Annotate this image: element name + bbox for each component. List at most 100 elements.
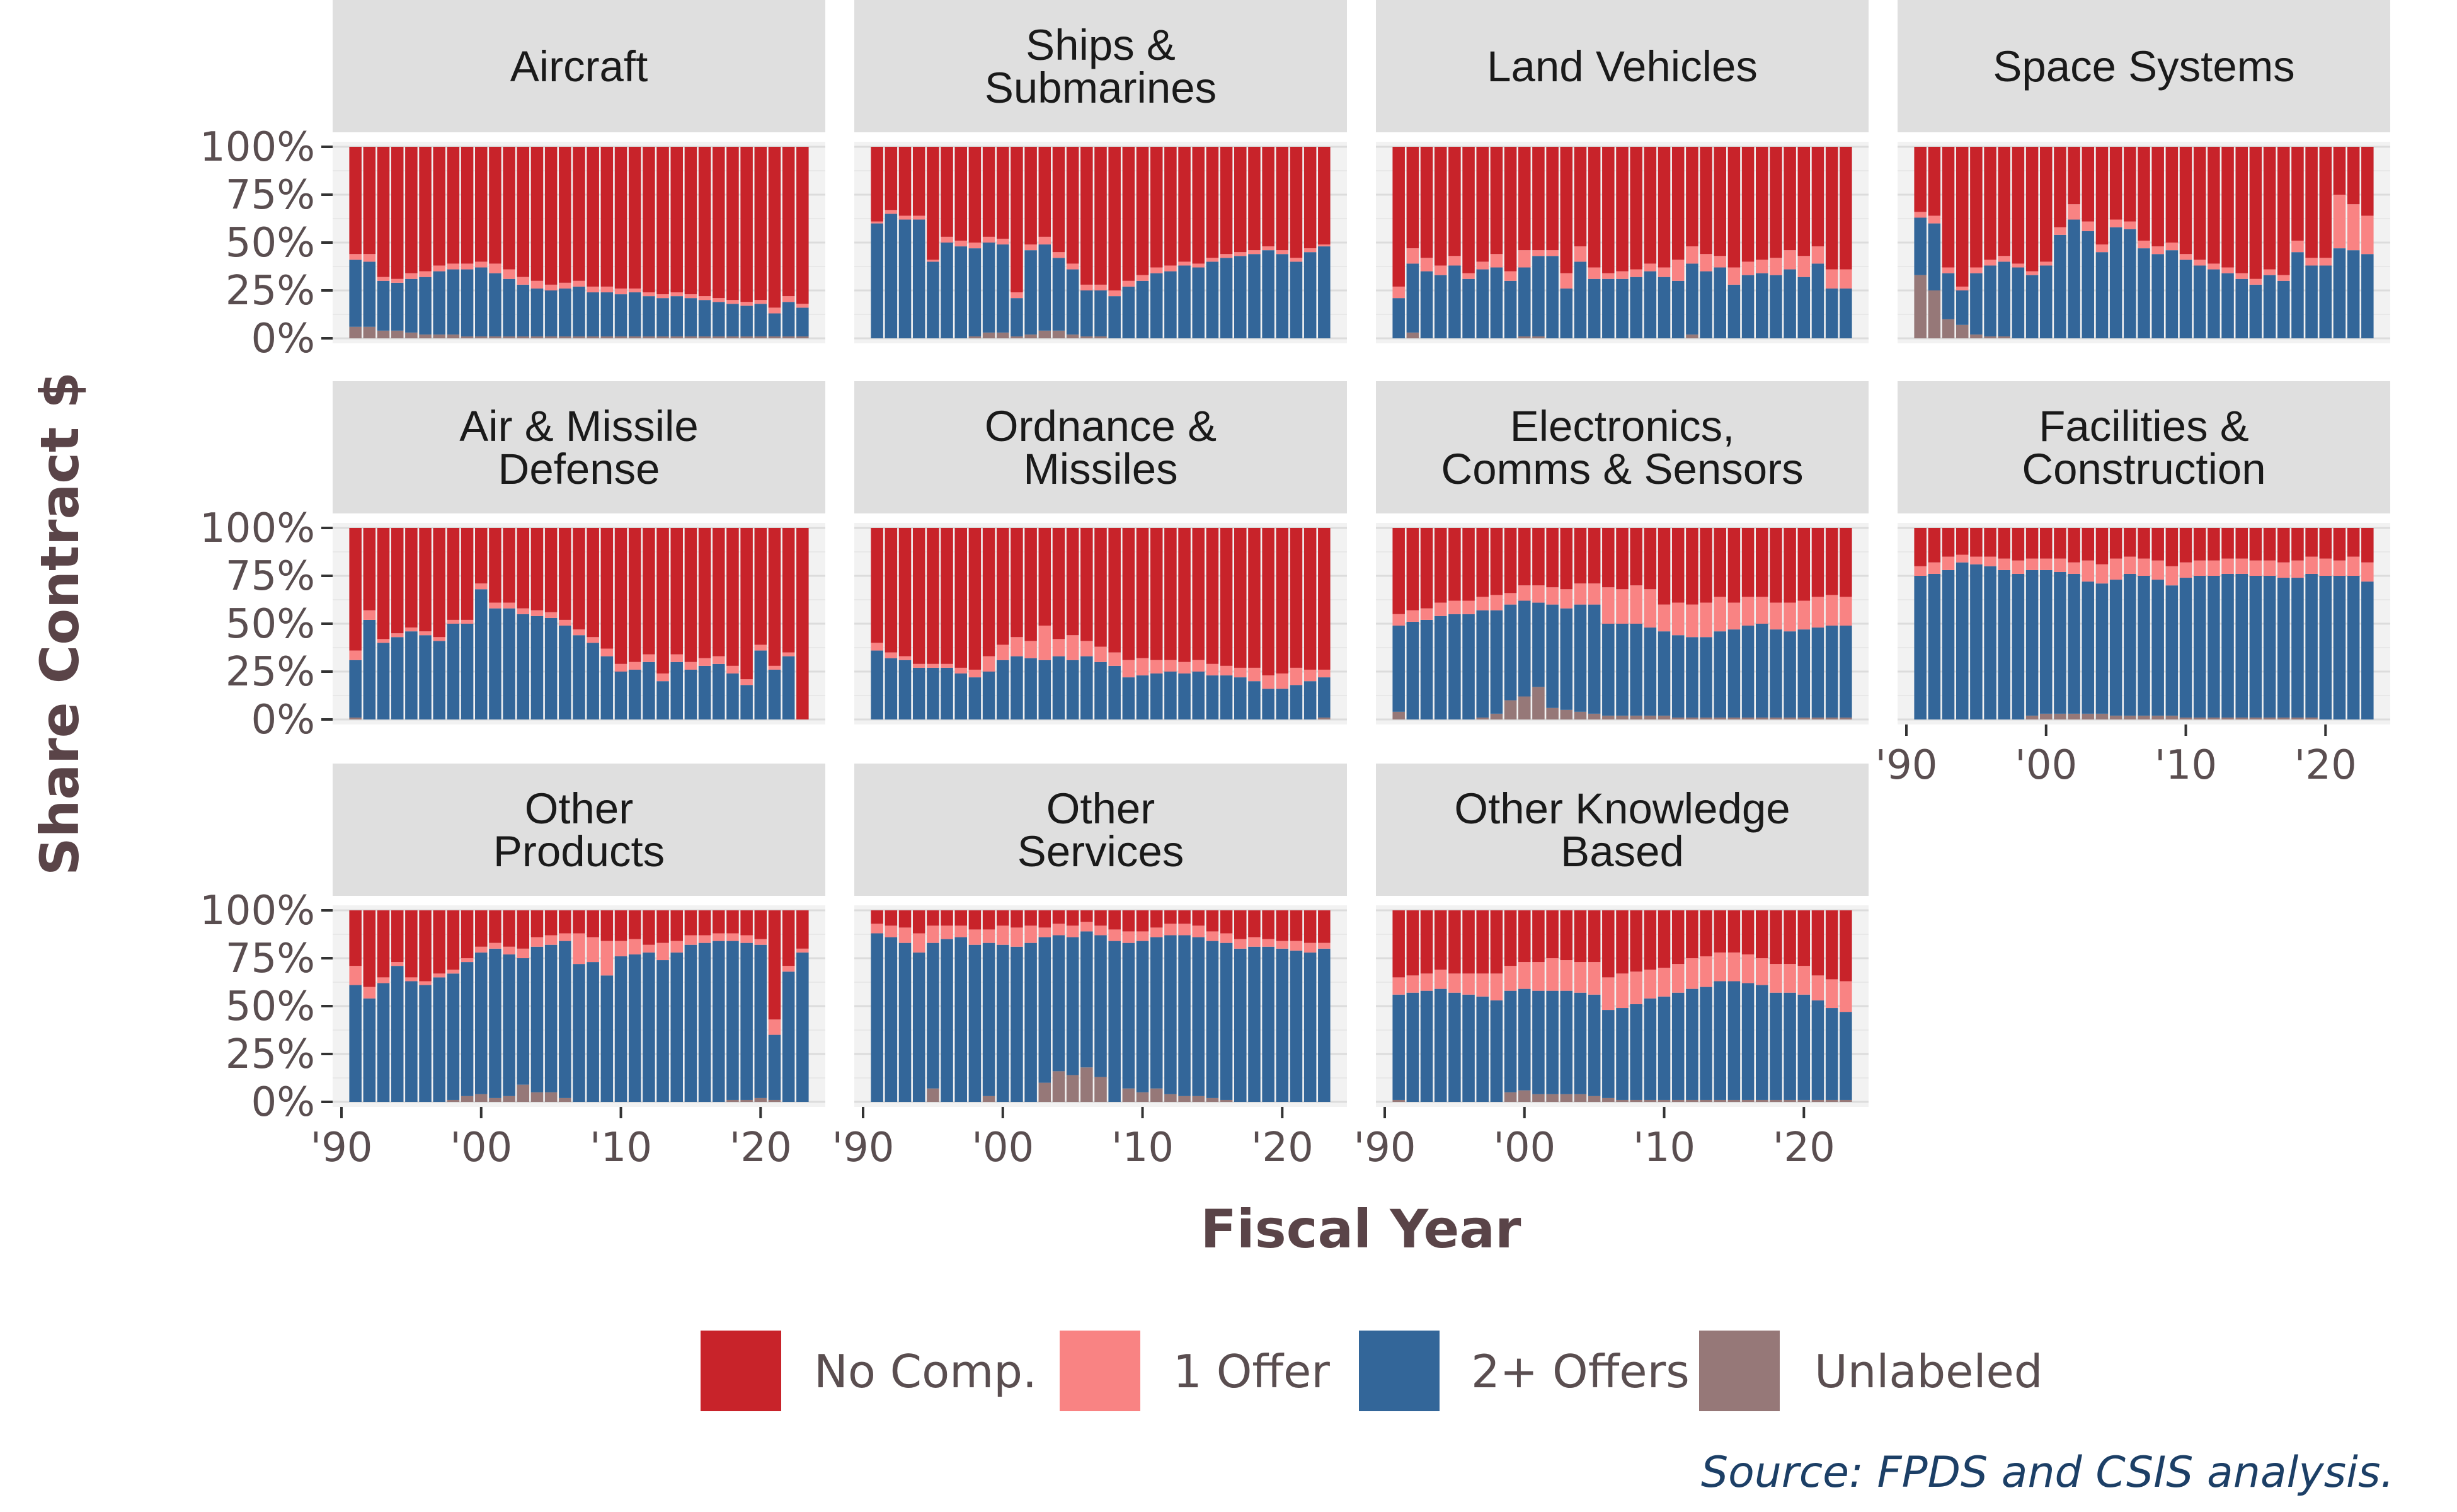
bar-1-offer xyxy=(1276,941,1289,949)
bar-2-plus-offers xyxy=(927,942,939,1089)
bar-no-comp xyxy=(391,528,404,634)
bar-2-plus-offers xyxy=(1220,942,1233,1100)
bar-unlabeled xyxy=(349,717,362,719)
facet-title: Other xyxy=(525,784,634,833)
bar-1-offer xyxy=(698,296,711,301)
bar-unlabeled xyxy=(982,332,995,338)
bar-1-offer xyxy=(1420,608,1433,620)
bar-1-offer xyxy=(1546,250,1559,256)
bar-1-offer xyxy=(2179,562,2192,578)
bar-no-comp xyxy=(1714,147,1726,256)
bar-2-plus-offers xyxy=(768,669,781,719)
bar-1-offer xyxy=(1970,556,1983,564)
bar-1-offer xyxy=(475,946,488,953)
bar-2-plus-offers xyxy=(871,650,883,719)
bar-1-offer xyxy=(1448,256,1461,266)
bar-2-plus-offers xyxy=(684,669,697,719)
bar-no-comp xyxy=(2109,528,2122,559)
bar-2-plus-offers xyxy=(782,971,795,1102)
bar-2-plus-offers xyxy=(740,685,753,719)
bar-1-offer xyxy=(349,254,362,260)
bar-2-plus-offers xyxy=(1164,672,1177,719)
bar-1-offer xyxy=(912,215,925,220)
bar-no-comp xyxy=(1811,528,1824,597)
bar-no-comp xyxy=(419,528,432,632)
bar-no-comp xyxy=(1756,910,1768,958)
y-tick-label: 100% xyxy=(200,124,315,171)
bar-no-comp xyxy=(2361,528,2374,563)
bar-2-plus-offers xyxy=(461,269,474,336)
bar-1-offer xyxy=(503,946,515,954)
bar-1-offer xyxy=(768,307,781,314)
bar-2-plus-offers xyxy=(1490,610,1503,714)
bar-2-plus-offers xyxy=(1984,566,1996,719)
bar-unlabeled xyxy=(1671,717,1685,719)
bar-1-offer xyxy=(1770,258,1782,275)
bar-2-plus-offers xyxy=(363,261,376,327)
bar-no-comp xyxy=(698,528,711,658)
bar-no-comp xyxy=(1602,528,1615,588)
bar-no-comp xyxy=(1658,528,1671,605)
bar-1-offer xyxy=(1462,600,1475,614)
bar-2-plus-offers xyxy=(1518,267,1531,336)
bar-1-offer xyxy=(1434,602,1447,616)
bar-no-comp xyxy=(573,147,585,281)
bar-unlabeled xyxy=(1588,1096,1601,1102)
bar-2-plus-offers xyxy=(912,667,925,719)
bar-1-offer xyxy=(1811,246,1824,264)
bar-1-offer xyxy=(2095,244,2109,253)
bar-unlabeled xyxy=(1052,1071,1065,1102)
bar-1-offer xyxy=(461,619,474,624)
bar-1-offer xyxy=(1546,587,1559,605)
bar-2-plus-offers xyxy=(2095,583,2109,714)
bar-no-comp xyxy=(656,147,669,295)
bar-no-comp xyxy=(1784,910,1796,965)
bar-no-comp xyxy=(2082,147,2095,222)
bar-1-offer xyxy=(1727,267,1741,285)
bar-2-plus-offers xyxy=(2054,234,2066,338)
bar-no-comp xyxy=(1588,528,1601,584)
bar-1-offer xyxy=(1122,931,1135,943)
bar-no-comp xyxy=(1392,147,1405,287)
bar-no-comp xyxy=(1532,147,1545,251)
bar-1-offer xyxy=(2208,263,2220,270)
bar-no-comp xyxy=(503,147,515,270)
bar-2-plus-offers xyxy=(614,956,627,1102)
bar-no-comp xyxy=(982,528,995,656)
bar-no-comp xyxy=(587,910,599,937)
bar-no-comp xyxy=(1741,910,1755,954)
bar-unlabeled xyxy=(1164,1094,1177,1102)
bar-1-offer xyxy=(1630,269,1642,277)
bar-unlabeled xyxy=(1150,1088,1163,1102)
bar-2-plus-offers xyxy=(954,937,967,1102)
bar-1-offer xyxy=(1825,269,1838,289)
bar-no-comp xyxy=(684,910,697,936)
bar-no-comp xyxy=(1448,528,1461,601)
bar-no-comp xyxy=(391,147,404,279)
bar-no-comp xyxy=(517,147,530,277)
bar-no-comp xyxy=(2208,528,2220,561)
facet-title: Facilities & xyxy=(2039,402,2249,450)
bar-1-offer xyxy=(1066,263,1079,270)
bar-unlabeled xyxy=(1532,1094,1545,1102)
bar-2-plus-offers xyxy=(1602,624,1615,716)
legend: No Comp. 1 Offer 2+ Offers Unlabeled xyxy=(698,1328,2042,1414)
bar-unlabeled xyxy=(1490,713,1503,719)
bar-1-offer xyxy=(1052,924,1065,936)
bar-2-plus-offers xyxy=(954,673,967,719)
bar-1-offer xyxy=(1392,977,1405,995)
bar-2-plus-offers xyxy=(927,667,939,719)
bar-2-plus-offers xyxy=(1686,637,1698,718)
bar-no-comp xyxy=(2179,147,2192,255)
bar-no-comp xyxy=(1914,528,1927,566)
bar-no-comp xyxy=(2193,528,2206,561)
bar-unlabeled xyxy=(1392,1099,1405,1102)
bar-unlabeled xyxy=(2305,717,2318,719)
bar-no-comp xyxy=(377,528,390,639)
facet-title: Other Knowledge xyxy=(1454,784,1790,833)
bar-2-plus-offers xyxy=(433,271,445,335)
bar-1-offer xyxy=(517,277,530,285)
bar-no-comp xyxy=(1970,528,1983,557)
bar-unlabeled xyxy=(1476,717,1489,719)
bar-2-plus-offers xyxy=(1700,987,1712,1100)
